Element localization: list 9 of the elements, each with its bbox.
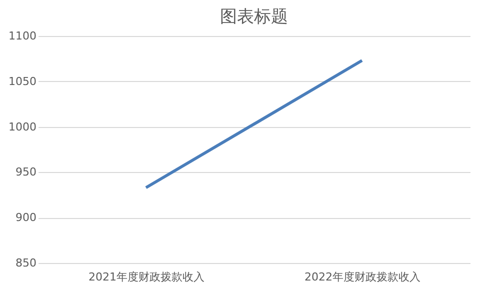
y-tick-label: 1100 [8, 30, 36, 42]
chart-title: 图表标题 [220, 7, 288, 27]
y-tick-label: 1000 [8, 120, 36, 134]
y-tick-label: 950 [16, 166, 36, 179]
x-tick-label: 2021年度财政拨款收入 [88, 270, 204, 284]
x-tick-label: 2022年度财政拨款收入 [304, 270, 420, 284]
y-tick-label: 850 [16, 256, 36, 270]
y-tick-label: 900 [16, 211, 36, 224]
y-tick-label: 1050 [8, 74, 36, 88]
